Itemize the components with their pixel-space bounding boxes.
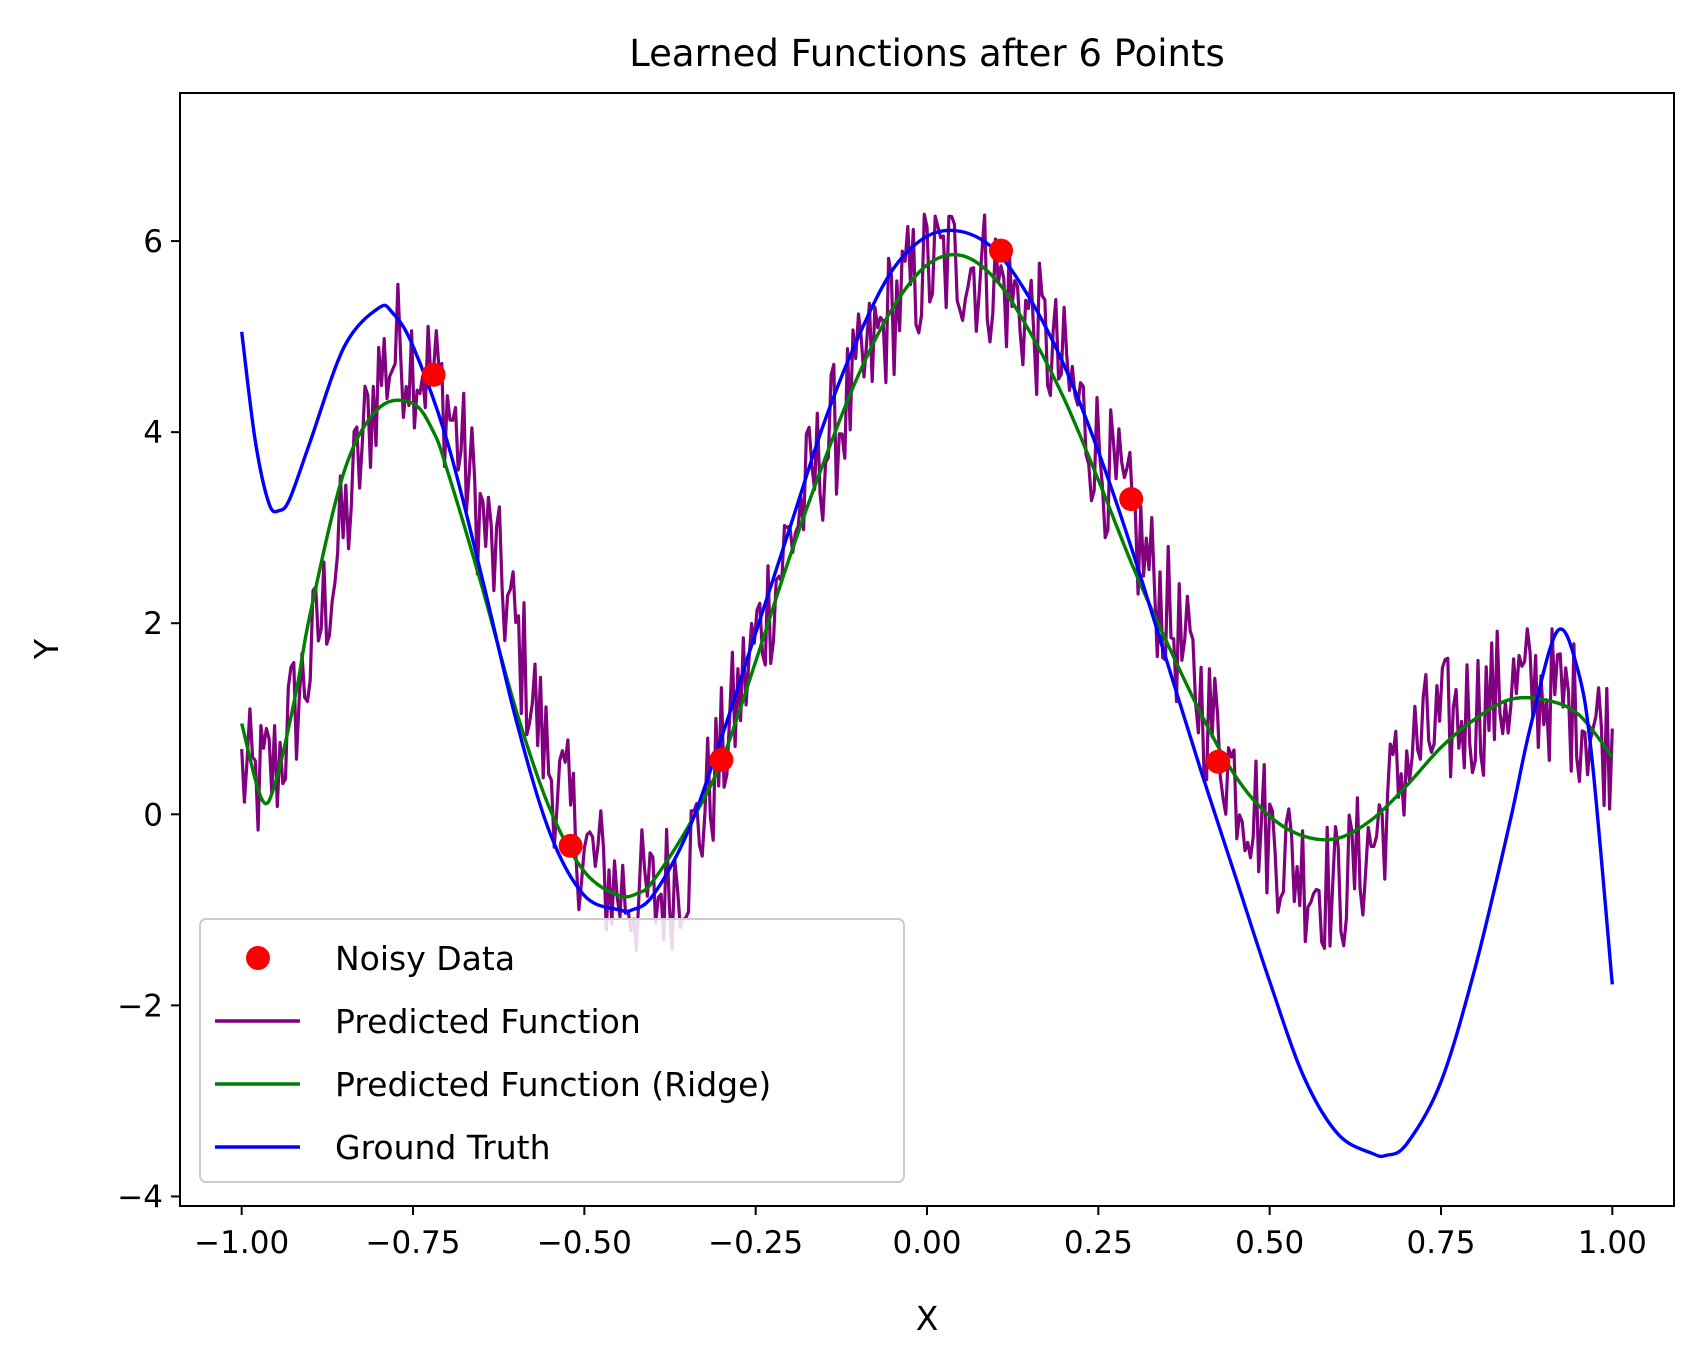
y-tick-label: 4 — [143, 415, 163, 451]
chart-title: Learned Functions after 6 Points — [629, 32, 1225, 75]
data-point — [1206, 749, 1231, 774]
y-tick-label: 2 — [143, 606, 163, 642]
y-tick-label: −2 — [117, 988, 163, 1024]
x-tick-label: −0.50 — [537, 1225, 632, 1261]
x-tick-label: −0.75 — [366, 1225, 461, 1261]
y-tick-label: −4 — [117, 1179, 163, 1215]
y-tick-label: 6 — [143, 224, 163, 260]
legend: Noisy Data Predicted Function Predicted Fu… — [199, 918, 905, 1183]
x-tick-label: 0.50 — [1235, 1225, 1304, 1261]
legend-label: Predicted Function — [335, 1002, 641, 1041]
series-ridge — [240, 252, 1614, 899]
series-predicted-function — [240, 212, 1614, 952]
legend-box — [199, 918, 905, 1183]
series-layer — [240, 212, 1614, 1159]
data-point — [989, 238, 1014, 263]
data-point — [1119, 487, 1144, 512]
legend-label: Ground Truth — [335, 1128, 551, 1167]
x-axis: −1.00 −0.75 −0.50 −0.25 0.00 0.25 0.50 0.75 1.00 — [194, 1206, 1647, 1261]
series-ground-truth — [240, 228, 1614, 1159]
x-tick-label: −0.25 — [708, 1225, 803, 1261]
x-tick-label: 0.75 — [1406, 1225, 1475, 1261]
x-tick-label: 0.25 — [1064, 1225, 1133, 1261]
y-tick-label: 0 — [143, 797, 163, 833]
x-tick-label: −1.00 — [194, 1225, 289, 1261]
data-point — [558, 833, 583, 858]
x-tick-label: 1.00 — [1578, 1225, 1647, 1261]
data-point — [709, 747, 734, 772]
legend-label: Noisy Data — [335, 939, 515, 978]
y-axis-title: Y — [27, 638, 66, 660]
y-axis: −4 −2 0 2 4 6 — [117, 224, 180, 1215]
x-tick-label: 0.00 — [892, 1225, 961, 1261]
legend-marker-noisy-data — [246, 946, 270, 970]
x-axis-title: X — [916, 1299, 939, 1338]
data-point — [421, 362, 446, 387]
legend-label: Predicted Function (Ridge) — [335, 1065, 771, 1104]
